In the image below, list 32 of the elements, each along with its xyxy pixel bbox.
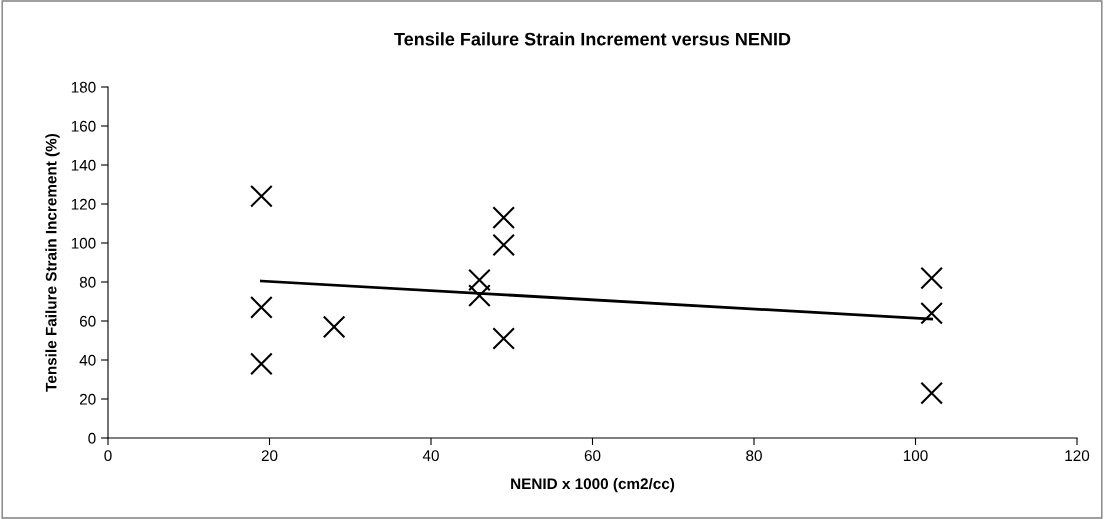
point [492,206,516,229]
point [250,184,273,208]
chart-title: Tensile Failure Strain Increment versus NENID [394,32,791,46]
point [250,352,273,376]
y-tick-label: 20 [79,393,96,405]
point [920,266,943,290]
point [920,301,943,325]
y-tick-label: 120 [71,198,96,210]
point [492,327,516,350]
point [322,315,346,339]
point [468,268,491,292]
y-tick-label: 160 [71,120,96,132]
y-tick-label: 180 [71,81,96,93]
y-tick-label: 0 [88,432,96,444]
x-tick-label: 60 [584,450,601,462]
y-tick-label: 80 [79,276,96,288]
y-tick-label: 60 [79,315,96,327]
x-tick-label: 20 [261,450,278,462]
point [920,381,943,405]
point [492,233,516,257]
point [250,296,273,319]
x-tick-label: 80 [746,450,762,462]
y-axis-title: Tensile Failure Strain Increment (%) [45,133,60,392]
x-tick-label: 100 [903,450,928,462]
y-tick-label: 100 [71,237,96,249]
x-tick-label: 120 [1065,450,1090,462]
x-axis-title: NENID x 1000 (cm2/cc) [511,477,675,493]
y-tick-label: 140 [71,159,96,171]
x-tick-label: 0 [104,450,112,462]
x-tick-label: 40 [422,450,439,462]
y-tick-label: 40 [79,354,96,366]
point [468,284,491,307]
